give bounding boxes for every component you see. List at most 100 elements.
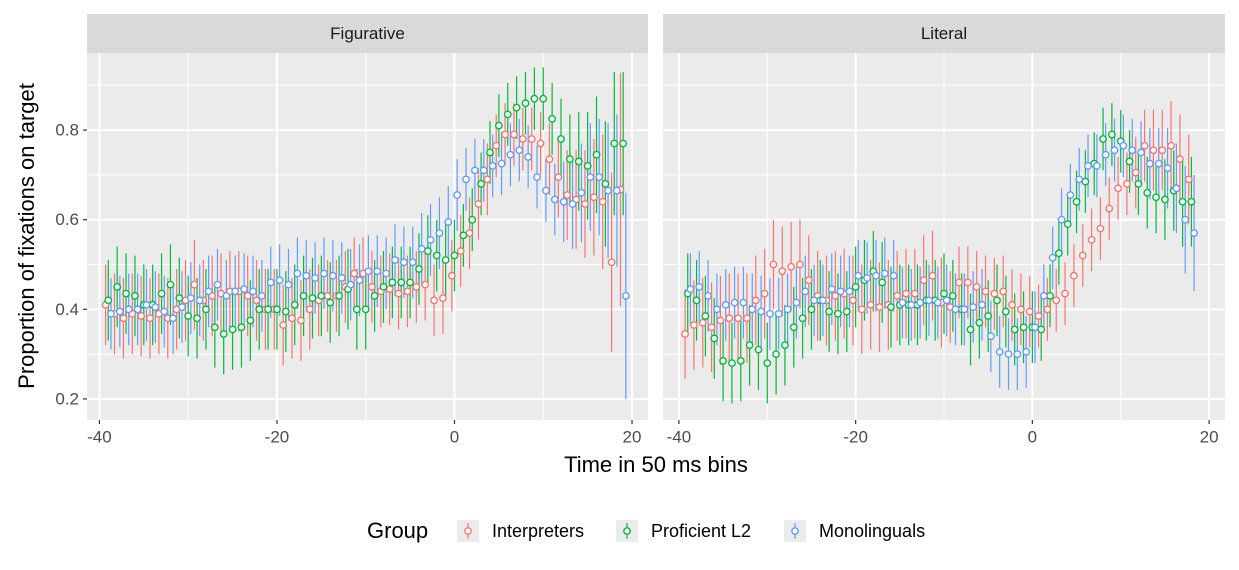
point	[607, 258, 616, 267]
point	[403, 287, 412, 296]
point	[512, 103, 521, 112]
point	[857, 305, 866, 314]
point	[804, 276, 813, 285]
point	[966, 325, 975, 334]
point	[146, 314, 154, 323]
point	[131, 291, 139, 300]
point	[252, 296, 261, 305]
point	[1125, 157, 1134, 166]
point	[880, 269, 889, 278]
point	[1016, 305, 1025, 314]
point	[397, 278, 406, 287]
point	[202, 305, 210, 314]
y-tick-label: 0.6	[55, 210, 79, 229]
point	[595, 173, 604, 182]
point	[1167, 141, 1175, 150]
point	[311, 274, 320, 282]
point	[1004, 350, 1013, 359]
point	[533, 173, 541, 182]
point	[951, 305, 960, 314]
point	[925, 296, 933, 305]
point	[388, 278, 397, 287]
point	[681, 330, 689, 338]
point	[969, 303, 978, 311]
point	[845, 287, 854, 296]
point	[866, 300, 875, 309]
point	[1176, 155, 1184, 164]
point	[993, 296, 1001, 305]
point	[783, 305, 792, 314]
point	[902, 289, 910, 298]
point	[695, 283, 704, 291]
point	[1075, 175, 1084, 184]
point	[450, 251, 459, 260]
point	[933, 298, 942, 307]
point	[581, 200, 589, 208]
point	[210, 323, 219, 332]
point	[734, 314, 743, 323]
point	[1066, 191, 1075, 199]
point	[819, 296, 827, 305]
point	[978, 300, 986, 309]
point	[346, 280, 355, 289]
point	[479, 166, 488, 175]
point	[1105, 204, 1114, 213]
point	[1114, 184, 1122, 193]
point	[692, 296, 701, 305]
point	[488, 162, 497, 170]
point	[604, 186, 612, 195]
point	[1145, 159, 1154, 168]
point	[1172, 184, 1181, 193]
point	[1154, 159, 1163, 168]
point	[355, 276, 364, 285]
panel-background	[87, 53, 648, 420]
point	[772, 350, 781, 359]
point	[160, 307, 169, 316]
x-tick-label: -20	[843, 427, 868, 446]
legend-key-point	[464, 527, 472, 535]
point	[745, 341, 754, 350]
point	[1123, 179, 1131, 188]
point	[273, 305, 281, 314]
point	[124, 305, 133, 314]
point	[986, 332, 995, 341]
point	[406, 278, 415, 287]
point	[898, 298, 907, 307]
point	[1019, 323, 1028, 332]
point	[854, 271, 863, 280]
point	[878, 278, 887, 287]
point	[249, 287, 257, 296]
point	[279, 321, 288, 329]
point	[586, 173, 595, 182]
point	[379, 283, 388, 291]
point	[1069, 271, 1078, 280]
point	[368, 283, 376, 291]
point	[836, 287, 845, 296]
point	[796, 260, 804, 269]
point	[948, 291, 957, 300]
point	[690, 321, 698, 329]
point	[486, 148, 494, 157]
point	[610, 139, 619, 148]
point	[299, 291, 308, 300]
point	[778, 267, 787, 276]
point	[266, 278, 275, 287]
point	[142, 300, 151, 309]
point	[863, 274, 872, 282]
point	[133, 305, 142, 314]
point	[872, 271, 880, 280]
strip-label: Figurative	[330, 24, 405, 43]
point	[728, 359, 736, 367]
point	[1092, 162, 1101, 170]
point	[157, 289, 166, 298]
x-tick-label: 20	[1200, 427, 1219, 446]
point	[483, 175, 492, 184]
point	[423, 247, 432, 255]
point	[1052, 296, 1061, 305]
point	[510, 130, 518, 139]
strip	[87, 14, 648, 53]
point	[754, 345, 763, 354]
point	[940, 289, 948, 298]
point	[430, 296, 438, 305]
x-tick-label: -20	[265, 427, 290, 446]
